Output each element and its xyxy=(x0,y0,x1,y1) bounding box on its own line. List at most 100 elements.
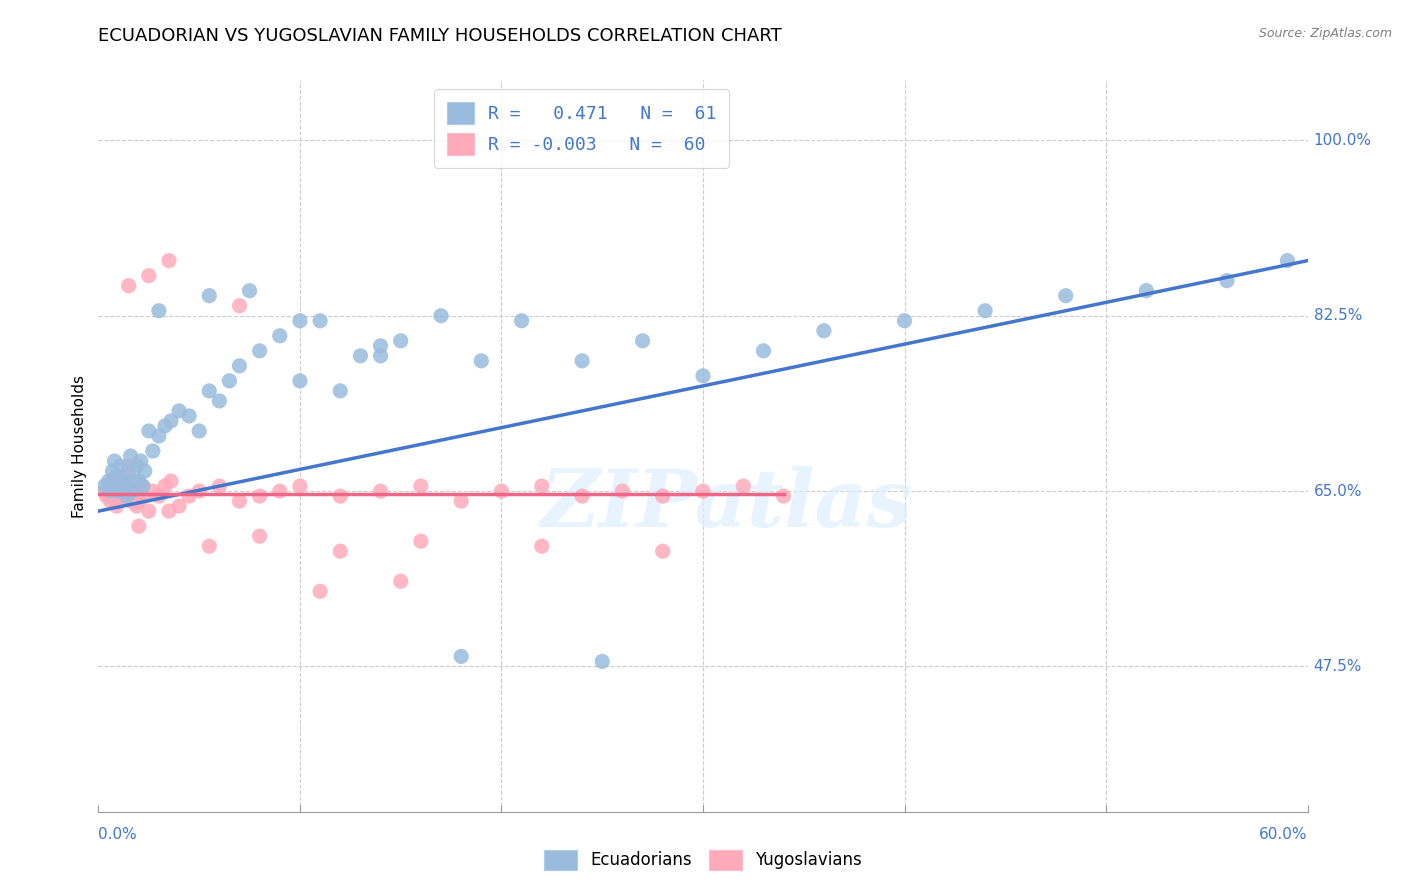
Point xyxy=(491,484,513,499)
Text: Source: ZipAtlas.com: Source: ZipAtlas.com xyxy=(1258,27,1392,40)
Point xyxy=(97,474,120,488)
Point xyxy=(132,479,155,493)
Point xyxy=(1277,253,1299,268)
Point xyxy=(101,474,124,488)
Point xyxy=(974,303,997,318)
Point xyxy=(188,424,211,438)
Point xyxy=(269,328,291,343)
Point xyxy=(409,479,432,493)
Point xyxy=(218,374,240,388)
Point xyxy=(208,479,231,493)
Point xyxy=(103,454,125,468)
Point xyxy=(115,469,138,483)
Point xyxy=(198,384,221,398)
Point xyxy=(110,458,132,473)
Point xyxy=(138,424,160,438)
Point xyxy=(612,484,634,499)
Point xyxy=(239,284,262,298)
Point xyxy=(125,499,148,513)
Point xyxy=(138,504,160,518)
Point xyxy=(249,529,271,543)
Point xyxy=(153,479,176,493)
Point xyxy=(138,268,160,283)
Point xyxy=(118,278,141,293)
Point xyxy=(450,494,472,508)
Point xyxy=(96,489,118,503)
Point xyxy=(692,368,714,383)
Point xyxy=(309,314,332,328)
Text: 100.0%: 100.0% xyxy=(1313,133,1372,148)
Point xyxy=(409,534,432,549)
Point xyxy=(124,489,146,503)
Point xyxy=(111,474,134,488)
Point xyxy=(121,484,143,499)
Point xyxy=(105,499,128,513)
Point xyxy=(389,574,412,589)
Point xyxy=(329,489,352,503)
Point xyxy=(752,343,775,358)
Point xyxy=(1054,289,1077,303)
Point xyxy=(179,409,201,423)
Point xyxy=(110,479,132,493)
Point xyxy=(121,484,143,499)
Point xyxy=(134,464,156,478)
Point xyxy=(129,454,152,468)
Point xyxy=(160,474,183,488)
Point xyxy=(651,489,673,503)
Point xyxy=(450,649,472,664)
Point xyxy=(249,343,271,358)
Point xyxy=(288,479,311,493)
Point xyxy=(208,393,231,408)
Point xyxy=(103,484,125,499)
Point xyxy=(198,289,221,303)
Point xyxy=(813,324,835,338)
Point xyxy=(148,303,170,318)
Point xyxy=(733,479,755,493)
Point xyxy=(153,419,176,434)
Point xyxy=(167,499,190,513)
Point xyxy=(309,584,332,599)
Point xyxy=(101,464,124,478)
Point xyxy=(651,544,673,558)
Point xyxy=(893,314,915,328)
Point xyxy=(142,484,165,499)
Point xyxy=(329,544,352,558)
Point xyxy=(249,489,271,503)
Point xyxy=(157,253,180,268)
Point xyxy=(129,484,152,499)
Point xyxy=(188,484,211,499)
Text: ECUADORIAN VS YUGOSLAVIAN FAMILY HOUSEHOLDS CORRELATION CHART: ECUADORIAN VS YUGOSLAVIAN FAMILY HOUSEHO… xyxy=(98,27,782,45)
Point xyxy=(198,539,221,553)
Point xyxy=(591,655,613,669)
Point xyxy=(114,479,136,493)
Legend: Ecuadorians, Yugoslavians: Ecuadorians, Yugoslavians xyxy=(537,843,869,877)
Point xyxy=(114,479,136,493)
Text: 82.5%: 82.5% xyxy=(1313,309,1362,323)
Point xyxy=(124,474,146,488)
Point xyxy=(571,489,593,503)
Point xyxy=(167,404,190,418)
Text: ZIPatlas: ZIPatlas xyxy=(541,466,914,543)
Point xyxy=(288,374,311,388)
Point xyxy=(120,449,142,463)
Point xyxy=(228,299,250,313)
Text: 60.0%: 60.0% xyxy=(1260,827,1308,842)
Point xyxy=(470,354,492,368)
Point xyxy=(93,484,115,499)
Point xyxy=(571,354,593,368)
Point xyxy=(370,349,392,363)
Text: 65.0%: 65.0% xyxy=(1313,483,1362,499)
Point xyxy=(530,539,553,553)
Point xyxy=(148,489,170,503)
Point xyxy=(1216,274,1239,288)
Point xyxy=(329,384,352,398)
Point xyxy=(228,359,250,373)
Point xyxy=(128,494,150,508)
Point xyxy=(631,334,654,348)
Point xyxy=(349,349,371,363)
Point xyxy=(157,504,180,518)
Point xyxy=(118,458,141,473)
Point xyxy=(692,484,714,499)
Point xyxy=(269,484,291,499)
Point xyxy=(430,309,453,323)
